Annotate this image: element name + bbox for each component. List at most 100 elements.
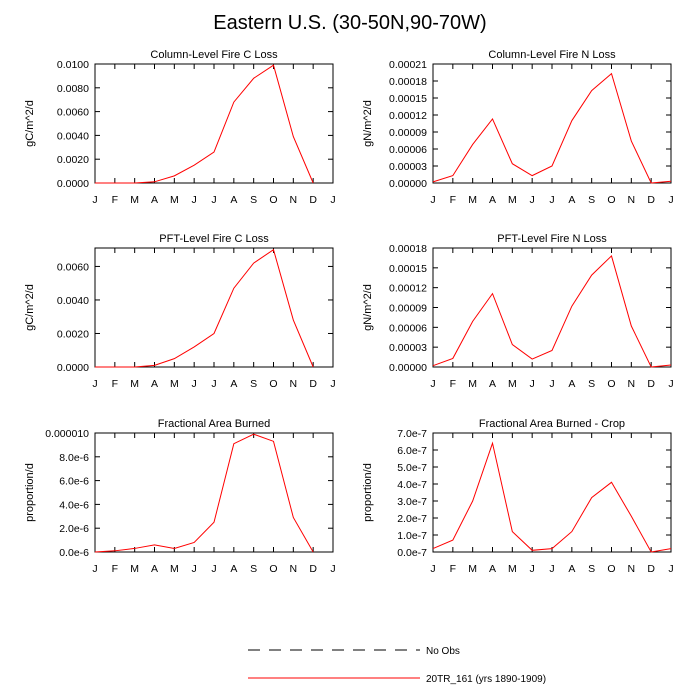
y-tick-label: 0.00015 xyxy=(389,93,427,105)
series-line xyxy=(432,72,672,184)
x-tick-label: J xyxy=(330,378,335,390)
x-tick-label: A xyxy=(489,194,496,206)
y-tick-label: 0.0040 xyxy=(57,295,89,307)
y-tick-label: 0.000010 xyxy=(45,428,89,440)
x-tick-label: J xyxy=(530,378,535,390)
x-tick-label: S xyxy=(250,194,257,206)
y-tick-label: 0.00003 xyxy=(389,161,427,173)
y-tick-label: 5.0e-7 xyxy=(397,462,427,474)
y-tick-label: 0.00006 xyxy=(389,144,427,156)
x-tick-label: M xyxy=(468,563,477,575)
y-tick-label: 0.00009 xyxy=(389,303,427,315)
y-axis-label: gN/m^2/d xyxy=(362,284,374,331)
x-tick-label: J xyxy=(668,378,673,390)
y-tick-label: 0.00021 xyxy=(389,59,427,71)
panel-title: PFT-Level Fire C Loss xyxy=(159,233,269,245)
x-tick-label: O xyxy=(269,378,277,390)
x-tick-label: O xyxy=(607,194,615,206)
y-tick-label: 0.00018 xyxy=(389,76,427,88)
x-tick-label: M xyxy=(508,378,517,390)
x-tick-label: A xyxy=(151,563,158,575)
x-tick-label: F xyxy=(112,563,118,575)
x-tick-label: D xyxy=(309,378,317,390)
x-tick-label: O xyxy=(607,563,615,575)
y-tick-label: 0.0020 xyxy=(57,154,89,166)
panel-title: Column-Level Fire C Loss xyxy=(150,49,278,61)
x-tick-label: S xyxy=(588,563,595,575)
x-tick-label: J xyxy=(92,194,97,206)
x-tick-label: J xyxy=(668,563,673,575)
x-tick-label: N xyxy=(628,563,636,575)
x-tick-label: O xyxy=(607,378,615,390)
y-axis-label: proportion/d xyxy=(24,463,36,522)
y-tick-label: 0.00015 xyxy=(389,263,427,275)
y-tick-label: 0.0040 xyxy=(57,130,89,142)
x-tick-label: M xyxy=(170,378,179,390)
y-tick-label: 2.0e-6 xyxy=(59,523,89,535)
y-tick-label: 7.0e-7 xyxy=(397,428,427,440)
x-tick-label: S xyxy=(250,563,257,575)
y-tick-label: 0.0020 xyxy=(57,328,89,340)
x-tick-label: J xyxy=(211,194,216,206)
x-tick-label: J xyxy=(549,563,554,575)
x-tick-label: F xyxy=(112,194,118,206)
x-tick-label: J xyxy=(92,378,97,390)
legend-label-no-obs: No Obs xyxy=(426,646,460,657)
x-tick-label: M xyxy=(170,194,179,206)
x-tick-label: A xyxy=(230,563,237,575)
x-tick-label: J xyxy=(430,194,435,206)
legend-label-20tr: 20TR_161 (yrs 1890-1909) xyxy=(426,674,546,685)
y-tick-label: 1.0e-7 xyxy=(397,530,427,542)
x-tick-label: A xyxy=(568,378,575,390)
x-tick-label: A xyxy=(568,563,575,575)
y-tick-label: 0.0060 xyxy=(57,107,89,119)
x-tick-label: N xyxy=(628,194,636,206)
x-tick-label: J xyxy=(330,194,335,206)
x-tick-label: A xyxy=(230,378,237,390)
y-axis-label: proportion/d xyxy=(362,463,374,522)
x-tick-label: A xyxy=(230,194,237,206)
x-tick-label: S xyxy=(250,378,257,390)
panel-title: Fractional Area Burned xyxy=(158,418,271,430)
series-line xyxy=(95,248,314,368)
x-tick-label: F xyxy=(450,378,456,390)
y-tick-label: 0.0e-7 xyxy=(397,547,427,559)
x-tick-label: D xyxy=(309,563,317,575)
series-line xyxy=(432,441,672,553)
x-tick-label: N xyxy=(290,378,298,390)
x-tick-label: A xyxy=(151,194,158,206)
series-line xyxy=(95,64,314,184)
y-tick-label: 0.00003 xyxy=(389,342,427,354)
x-tick-label: F xyxy=(112,378,118,390)
x-tick-label: D xyxy=(647,378,655,390)
x-tick-label: J xyxy=(330,563,335,575)
y-tick-label: 0.00012 xyxy=(389,110,427,122)
panel-title: PFT-Level Fire N Loss xyxy=(497,233,607,245)
y-tick-label: 0.00018 xyxy=(389,243,427,255)
x-tick-label: J xyxy=(192,378,197,390)
panel-title: Fractional Area Burned - Crop xyxy=(479,418,625,430)
x-tick-label: A xyxy=(489,563,496,575)
y-tick-label: 0.0100 xyxy=(57,59,89,71)
x-tick-label: N xyxy=(290,194,298,206)
y-tick-label: 0.0000 xyxy=(57,178,89,190)
x-tick-label: J xyxy=(211,563,216,575)
y-tick-label: 0.00000 xyxy=(389,362,427,374)
figure-title: Eastern U.S. (30-50N,90-70W) xyxy=(213,12,487,34)
y-tick-label: 4.0e-6 xyxy=(59,499,89,511)
x-tick-label: M xyxy=(468,194,477,206)
y-tick-label: 0.0080 xyxy=(57,83,89,95)
x-tick-label: J xyxy=(92,563,97,575)
x-tick-label: J xyxy=(549,194,554,206)
x-tick-label: A xyxy=(489,378,496,390)
x-tick-label: M xyxy=(130,563,139,575)
x-tick-label: N xyxy=(628,378,636,390)
y-tick-label: 0.00006 xyxy=(389,322,427,334)
x-tick-label: J xyxy=(549,378,554,390)
